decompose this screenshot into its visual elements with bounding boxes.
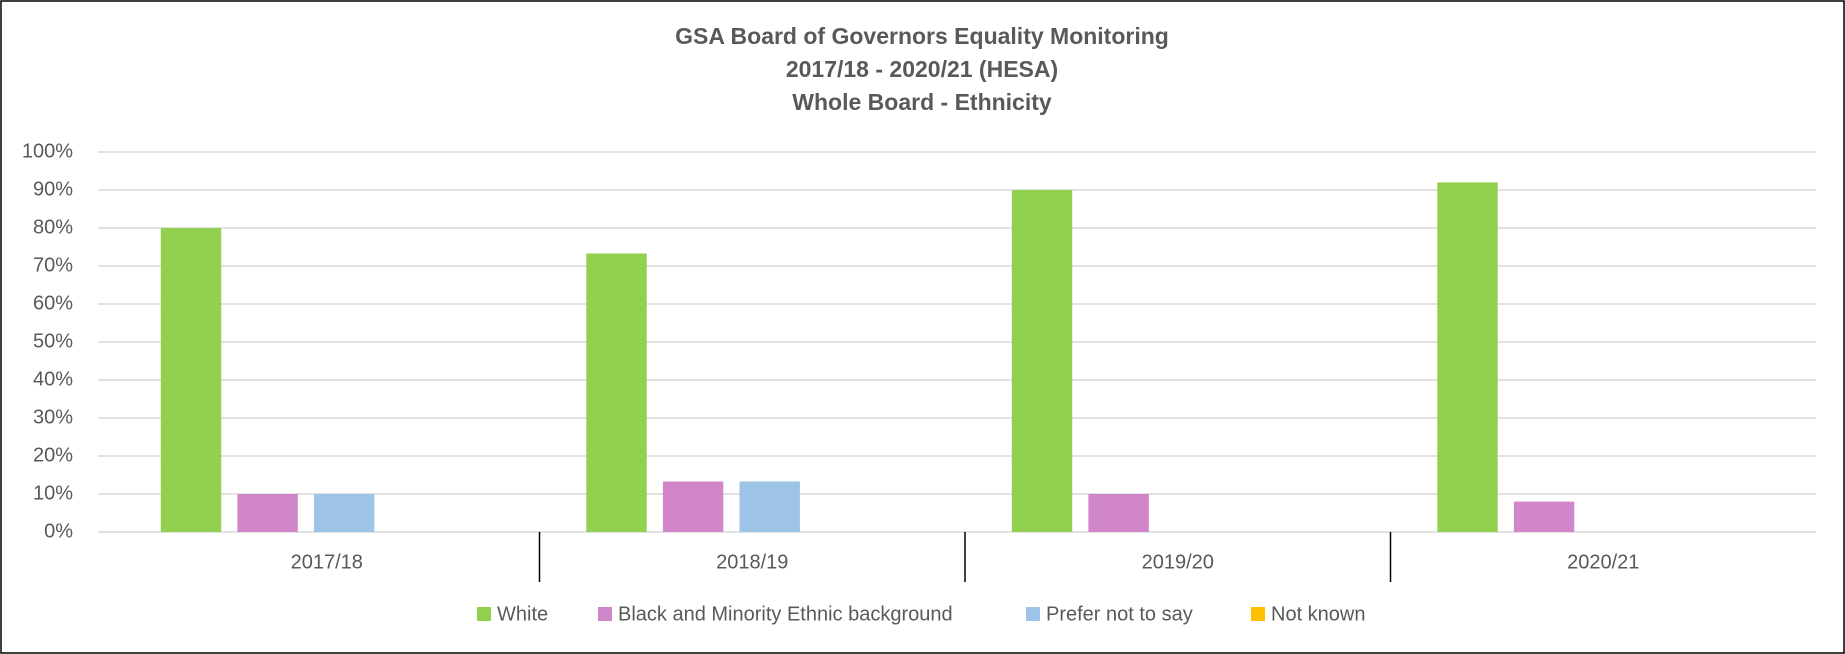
y-tick-label: 30%: [33, 406, 73, 428]
chart-title: Whole Board - Ethnicity: [792, 89, 1052, 115]
legend-label: Black and Minority Ethnic background: [618, 603, 953, 625]
bar: [237, 494, 298, 532]
bar: [1011, 190, 1073, 532]
chart-title: GSA Board of Governors Equality Monitori…: [675, 23, 1169, 49]
y-tick-label: 10%: [33, 482, 73, 504]
bar: [1437, 182, 1498, 532]
x-tick-label: 2019/20: [1142, 551, 1214, 573]
legend-swatch: [1026, 607, 1040, 621]
legend-label: Prefer not to say: [1046, 603, 1193, 625]
y-tick-label: 60%: [33, 292, 73, 314]
y-tick-label: 0%: [44, 520, 73, 542]
y-tick-label: 100%: [22, 140, 73, 162]
x-tick-label: 2020/21: [1567, 551, 1639, 573]
y-tick-label: 70%: [33, 254, 73, 276]
bar: [1513, 501, 1575, 532]
y-tick-label: 90%: [33, 178, 73, 200]
x-tick-label: 2017/18: [291, 551, 363, 573]
bar: [662, 481, 724, 532]
chart-title: 2017/18 - 2020/21 (HESA): [786, 56, 1058, 82]
y-tick-label: 20%: [33, 444, 73, 466]
legend-label: White: [497, 603, 548, 625]
legend-swatch: [477, 607, 491, 621]
bar: [586, 253, 647, 532]
bar: [160, 228, 222, 532]
bar: [1088, 494, 1149, 532]
legend-label: Not known: [1271, 603, 1366, 625]
y-tick-label: 80%: [33, 216, 73, 238]
legend-swatch: [598, 607, 612, 621]
x-tick-label: 2018/19: [716, 551, 788, 573]
bar: [313, 494, 375, 532]
y-tick-label: 40%: [33, 368, 73, 390]
legend-swatch: [1251, 607, 1265, 621]
y-tick-label: 50%: [33, 330, 73, 352]
bar: [739, 481, 800, 532]
